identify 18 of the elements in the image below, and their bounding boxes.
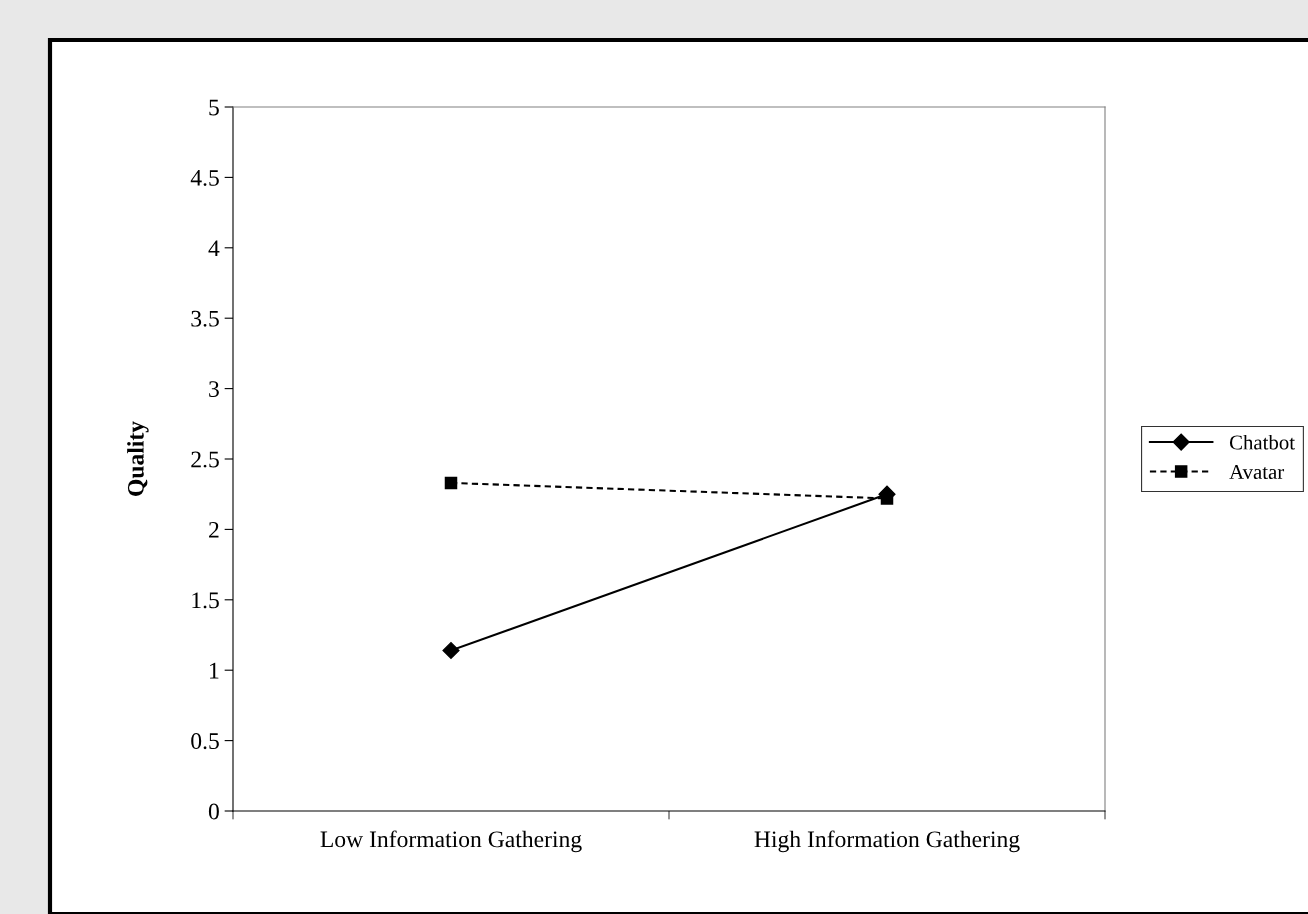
legend-label: Chatbot — [1229, 434, 1295, 450]
y-tick-label: 2.5 — [191, 451, 219, 468]
y-axis-title: Quality — [127, 421, 149, 496]
y-tick-label: 3.5 — [191, 310, 219, 327]
y-tick-label: 0 — [208, 803, 219, 820]
y-tick-label: 1.5 — [192, 592, 219, 609]
point — [442, 641, 460, 660]
y-tick-label: 4 — [208, 240, 220, 256]
y-tick-label: 2 — [209, 521, 219, 538]
point — [444, 476, 458, 490]
y-tick-label: 0.5 — [191, 733, 219, 750]
x-tick-label: Low Information Gathering — [320, 830, 582, 853]
y-tick-label: 4.5 — [190, 170, 219, 186]
y-tick-label: 1 — [210, 662, 219, 679]
legend-label: Avatar — [1229, 465, 1285, 479]
x-tick-label: High Information Gathering — [754, 830, 1020, 853]
y-tick-label: 3 — [209, 381, 219, 398]
y-tick-label: 5 — [209, 99, 219, 116]
